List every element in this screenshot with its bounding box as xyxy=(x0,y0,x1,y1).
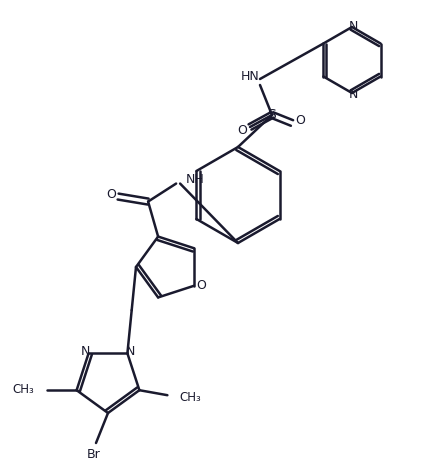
Text: N: N xyxy=(81,345,90,358)
Text: CH₃: CH₃ xyxy=(13,383,35,396)
Text: Br: Br xyxy=(87,448,101,462)
Text: O: O xyxy=(295,114,305,127)
Text: HN: HN xyxy=(241,70,260,84)
Text: O: O xyxy=(237,124,247,137)
Text: O: O xyxy=(106,188,116,201)
Text: N: N xyxy=(126,345,135,358)
Text: CH₃: CH₃ xyxy=(179,391,201,404)
Text: NH: NH xyxy=(186,173,205,186)
Text: N: N xyxy=(348,87,358,101)
Text: O: O xyxy=(196,279,206,292)
Text: S: S xyxy=(268,108,276,122)
Text: N: N xyxy=(348,19,358,32)
